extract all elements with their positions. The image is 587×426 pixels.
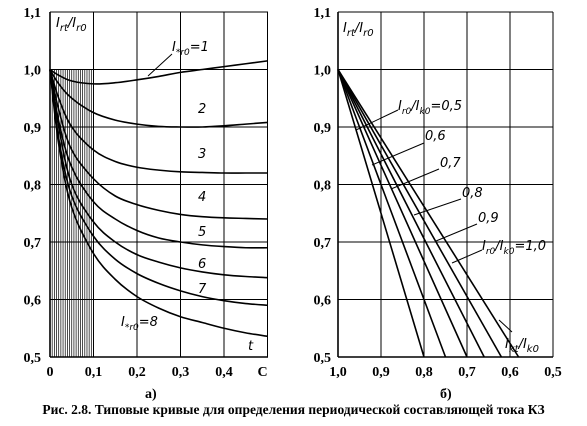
panel-b-ytick-label: 0,5 xyxy=(314,351,332,366)
panel-a-curve-8 xyxy=(49,69,268,338)
panel-b-ytick-label: 1,0 xyxy=(314,64,332,79)
panel-a-curve-2 xyxy=(49,69,268,128)
panel-b-ytick-label: 0,6 xyxy=(314,294,332,309)
panel-b-xtick-label: 0,6 xyxy=(501,365,519,380)
panel-a-curve-label-2: 2 xyxy=(198,102,206,117)
panel-b-xtick-label: 0,8 xyxy=(415,365,433,380)
panel-b-line-label-1.0: Ir0/Ik0=1,0 xyxy=(482,239,546,257)
panel-a-xtick-label: 0,4 xyxy=(215,365,233,380)
panel-b-line-3 xyxy=(337,69,468,358)
panel-a-xtick-label: 0,2 xyxy=(128,365,146,380)
panel-b-ytick-label: 1,1 xyxy=(314,6,332,21)
panel-b-line-4 xyxy=(337,69,485,358)
panel-a-ylabel: Irt/Ir0 xyxy=(56,16,87,34)
panel-a-curve-label-5: 5 xyxy=(198,225,206,240)
panel-a-curve-7 xyxy=(49,69,268,307)
panel-a-ytick-label: 1,0 xyxy=(24,64,42,79)
panel-a-curve-label-4: 4 xyxy=(198,190,206,205)
panel-a-curve-label-7: 7 xyxy=(198,282,207,297)
panel-b-leader-0.9 xyxy=(435,223,478,242)
panel-a-ytick-label: 1,1 xyxy=(24,6,42,21)
panel-b-ytick-label: 0,7 xyxy=(314,236,332,251)
panel-a-curve-3 xyxy=(49,69,268,174)
panel-b-xtick-label: 0,5 xyxy=(544,365,562,380)
panel-a-curve-5 xyxy=(49,69,268,249)
figure-caption: Рис. 2.8. Типовые кривые для определения… xyxy=(42,402,545,417)
panel-a-curve-label-3: 3 xyxy=(198,147,206,162)
panel-a-dense-grid xyxy=(51,69,92,357)
panel-b-ytick-label: 0,9 xyxy=(314,121,332,136)
panel-b-line-label-0.9: 0,9 xyxy=(478,211,499,226)
panel-b-line-label-0.8: 0,8 xyxy=(462,186,483,201)
panel-a-ytick-label: 0,9 xyxy=(24,121,42,136)
panel-a-curve-label-8: I*r0=8 xyxy=(121,315,158,333)
panel-b-chart: 0,50,60,70,80,91,01,11,0 0,9 0,8 0,7 0,6 0,5 … xyxy=(314,6,562,402)
panel-a-leader-1 xyxy=(147,53,173,77)
panel-a-ytick-label: 0,6 xyxy=(24,294,42,309)
panel-b-grid xyxy=(337,11,554,358)
panel-b-leader-1.0 xyxy=(451,249,483,264)
panel-b-lines xyxy=(337,69,520,358)
panel-b-xtick-label: 0,9 xyxy=(372,365,390,380)
panel-b-xtick-label: 1,0 xyxy=(329,365,347,380)
panel-a-curves xyxy=(49,60,268,338)
panel-a-xtick-label: 0,3 xyxy=(172,365,190,380)
panel-b-leader-0.7 xyxy=(390,168,440,190)
panel-b-line-label-0.7: 0,7 xyxy=(440,156,461,171)
panel-a-xtick-label: 0,1 xyxy=(85,365,103,380)
panel-b-leader-0.6 xyxy=(371,142,425,166)
panel-a-curve-6 xyxy=(49,69,268,279)
panel-a-xlabel-t: t xyxy=(248,339,254,354)
panel-b-line-1 xyxy=(337,69,425,358)
panel-a-xtick-label: 0 xyxy=(47,365,54,380)
panel-a-xtick-label: С xyxy=(257,365,267,380)
panel-a-curve-4 xyxy=(49,69,268,220)
panel-a-curve-label-6: 6 xyxy=(198,257,206,272)
panel-b-leader-0.8 xyxy=(413,198,462,216)
panel-b-letter: б) xyxy=(440,387,452,402)
panel-a-chart: 0,5 0,6 0,7 0,8 0,9 1,0 1,1 0 0,1 0,2 0,3 0,4 С Irt/… xyxy=(24,6,268,402)
panel-b-xlabel: Ikt/Ik0 xyxy=(505,337,539,355)
panel-b-line-2 xyxy=(337,69,447,358)
panel-a-letter: а) xyxy=(145,387,157,402)
panel-a-curve-label-1: I*r0=1 xyxy=(172,40,209,58)
panel-a-grid xyxy=(49,11,268,358)
panel-b-ytick-label: 0,8 xyxy=(314,179,332,194)
panel-b-line-label-0.5: Ir0/Ik0=0,5 xyxy=(398,99,462,117)
panel-a-ytick-label: 0,5 xyxy=(24,351,42,366)
panel-a-ytick-label: 0,7 xyxy=(24,236,42,251)
panel-b-xtick-label: 0,7 xyxy=(458,365,476,380)
panel-b-xlabel-leader xyxy=(498,319,513,333)
panel-b-ylabel: Irt/Ir0 xyxy=(343,21,374,39)
panel-b-line-6 xyxy=(337,69,520,358)
panel-b-leader-0.5 xyxy=(355,109,399,131)
panel-a-curve-1 xyxy=(49,60,268,85)
panel-a-ytick-label: 0,8 xyxy=(24,179,42,194)
panel-b-line-label-0.6: 0,6 xyxy=(425,129,446,144)
panel-b-tick-labels: 0,50,60,70,80,91,01,11,0 0,9 0,8 0,7 0,6 0,5 xyxy=(314,6,562,380)
panel-a-tick-labels: 0,5 0,6 0,7 0,8 0,9 1,0 1,1 0 0,1 0,2 0,3 0,4 С xyxy=(24,6,268,380)
